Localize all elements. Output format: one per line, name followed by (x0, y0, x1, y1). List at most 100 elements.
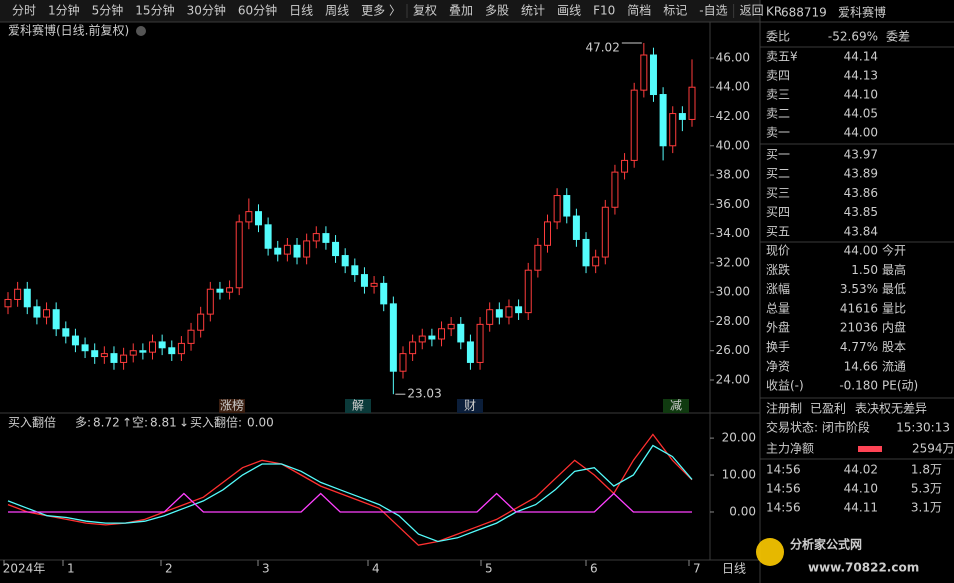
indicator-line (8, 492, 692, 513)
toolbar-button[interactable]: 画线 (557, 4, 581, 18)
candle-body (582, 238, 590, 267)
watermark-title: 分析家公式网 (790, 537, 862, 552)
candle-body (563, 195, 571, 217)
value: -52.69% (828, 30, 878, 44)
event-label[interactable]: 解 (352, 399, 364, 413)
tick-price: 44.11 (844, 501, 878, 515)
toolbar-button[interactable]: 简档 (627, 4, 651, 18)
event-badge[interactable] (345, 399, 371, 413)
y-tick-label: 10.00 (722, 468, 756, 482)
title-menu[interactable] (136, 26, 146, 36)
legend-value: 0.00 (247, 416, 274, 430)
stat-value: 1.50 (851, 263, 878, 277)
candle-body (139, 350, 147, 353)
candle-body (592, 256, 600, 267)
candle-body (226, 287, 234, 293)
book-label: 买四 (766, 205, 790, 219)
toolbar-button[interactable]: 统计 (521, 4, 545, 18)
stat-value: 3.53% (840, 282, 878, 296)
book-label: 卖四 (766, 69, 790, 83)
stat-label: 收益(-) (766, 379, 804, 393)
candle-body (495, 309, 503, 318)
stat-label: 最高 (882, 262, 906, 277)
tag: 已盈利 (810, 402, 846, 416)
watermark-url: www.70822.com (808, 561, 919, 575)
candle-body (71, 335, 79, 346)
toolbar-button[interactable]: -自选 (699, 4, 727, 18)
indicator-title: 买入翻倍 (8, 415, 56, 430)
stat-label: 今开 (882, 243, 906, 258)
candle-body (370, 282, 378, 287)
toolbar-button[interactable]: 日线 (289, 4, 313, 18)
candle-body (678, 113, 686, 120)
x-tick-label: 2 (165, 562, 173, 576)
y-tick-label: 44.00 (716, 80, 750, 94)
indicator-line (7, 444, 693, 543)
toolbar-button[interactable]: 分时 (12, 4, 36, 18)
candle-body (476, 323, 484, 363)
candle-body (332, 241, 340, 257)
y-tick-label: 36.00 (716, 197, 750, 211)
book-label: 卖一 (766, 126, 790, 140)
toolbar-button[interactable]: 复权 (413, 4, 437, 18)
candle-body (177, 342, 185, 355)
toolbar-button[interactable]: F10 (593, 4, 615, 18)
stat-label: 内盘 (882, 320, 906, 335)
book-price: 44.13 (844, 69, 878, 83)
candle-body (187, 329, 195, 344)
candle-body (341, 255, 349, 267)
y-tick-label: 20.00 (722, 431, 756, 445)
event-badge[interactable] (457, 399, 483, 413)
x-tick-label: 1 (67, 562, 75, 576)
stat-value: -0.180 (839, 379, 878, 393)
tag: 注册制 (766, 401, 802, 416)
candle-body (293, 244, 301, 258)
candle-body (418, 335, 426, 343)
toolbar-button[interactable]: 5分钟 (92, 3, 124, 18)
tag: 表决权无差异 (855, 402, 927, 416)
candle-body (572, 215, 580, 240)
toolbar-button[interactable]: 返回 (740, 4, 764, 18)
candle-body (23, 288, 31, 308)
candle-body (659, 94, 667, 147)
event-label[interactable]: 涨榜 (220, 398, 244, 413)
toolbar-button[interactable]: 30分钟 (187, 3, 226, 18)
toolbar-button[interactable]: 标记 (663, 4, 687, 18)
event-label[interactable]: 减 (670, 399, 682, 413)
stat-value: 41616 (840, 301, 878, 315)
book-price: 43.97 (844, 148, 878, 162)
candle-body (235, 221, 243, 289)
stat-value: 21036 (840, 321, 878, 335)
legend-name: 买入翻倍: (190, 415, 242, 430)
toolbar-button[interactable]: 周线 (325, 4, 349, 18)
legend-value: 8.72 (93, 416, 120, 430)
candle-body (283, 244, 291, 255)
tick-time: 14:56 (766, 501, 801, 515)
book-label: 卖五¥ (766, 50, 798, 64)
candle-body (669, 113, 677, 147)
candle-body (43, 309, 51, 318)
x-tick-label: 7 (693, 562, 701, 576)
market-tag: KR (766, 5, 782, 19)
x-tick-label: 4 (372, 562, 380, 576)
event-badge[interactable] (219, 399, 245, 413)
event-badge[interactable] (663, 399, 689, 413)
toolbar-button[interactable]: 1分钟 (48, 3, 80, 18)
candle-body (409, 341, 417, 355)
toolbar-button[interactable]: 60分钟 (238, 3, 277, 18)
event-label[interactable]: 财 (464, 399, 476, 413)
candle-body (611, 171, 619, 208)
annotation: 47.02 (585, 41, 619, 55)
toolbar-button[interactable]: 叠加 (449, 4, 473, 18)
x-tick-label: 3 (262, 562, 270, 576)
toolbar-button[interactable]: 更多 〉 (361, 4, 401, 18)
tick-volume: 3.1万 (911, 501, 942, 515)
toolbar-button[interactable]: 多股 (485, 4, 509, 18)
book-price: 44.00 (844, 126, 878, 140)
book-label: 卖二 (766, 107, 790, 121)
candle-body (640, 54, 648, 91)
candle-body (466, 341, 474, 363)
tick-price: 44.10 (844, 482, 878, 496)
toolbar-button[interactable]: 15分钟 (135, 3, 174, 18)
y-tick-label: 34.00 (716, 226, 750, 240)
